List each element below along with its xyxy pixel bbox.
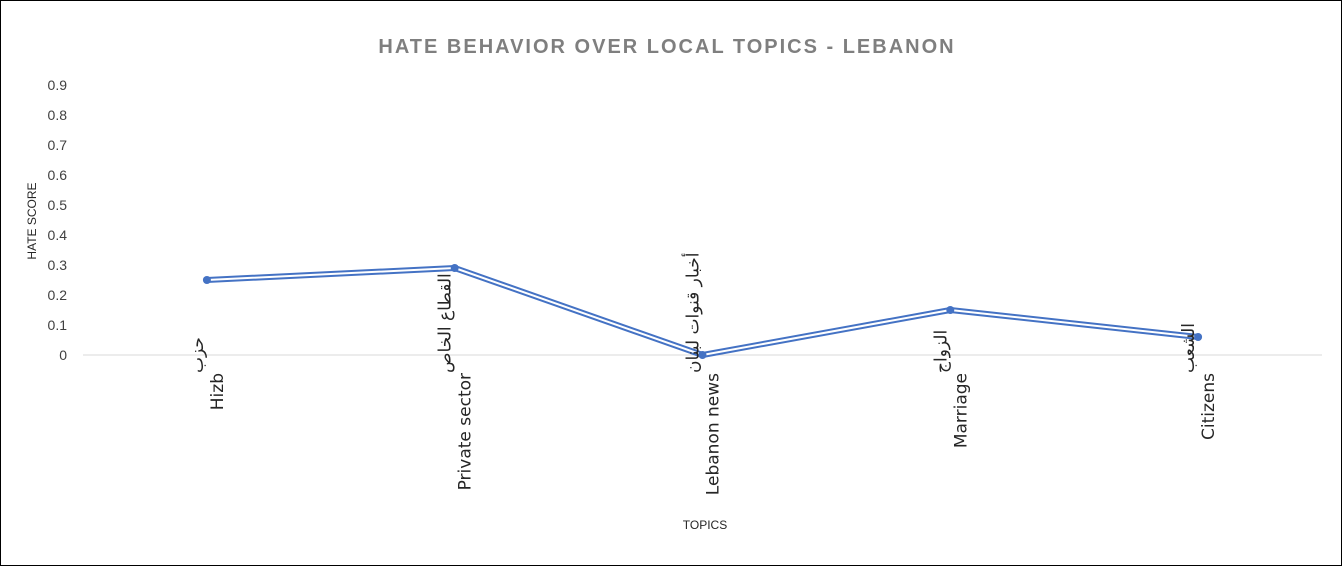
y-tick-label: 0.6 (48, 167, 68, 183)
category-label-arabic: القطاع الخاص (436, 273, 456, 373)
x-axis-title: TOPICS (683, 518, 727, 532)
category-label-english: Citizens (1199, 373, 1219, 440)
y-tick-label: 0 (59, 347, 67, 363)
category-label-arabic: الزواج (931, 330, 951, 373)
chart-title: HATE BEHAVIOR OVER LOCAL TOPICS - LEBANO… (378, 36, 955, 58)
category-label-arabic: حزب (188, 337, 208, 373)
y-tick-label: 0.9 (48, 77, 68, 93)
category-label-arabic: أخبار قنوات لبنان (682, 253, 704, 373)
category-label-english: Hizb (208, 373, 228, 410)
data-point (1194, 333, 1203, 341)
y-axis-ticks: 0 0.1 0.2 0.3 0.4 0.5 0.6 0.7 0.8 0.9 (48, 77, 68, 363)
category-label-english: Marriage (951, 373, 971, 448)
series-group (202, 264, 1203, 359)
y-tick-label: 0.4 (48, 227, 68, 243)
y-tick-label: 0.7 (48, 137, 68, 153)
data-point (450, 264, 459, 272)
y-tick-label: 0.5 (48, 197, 68, 213)
data-point (946, 306, 955, 314)
data-point (202, 276, 211, 284)
y-tick-label: 0.3 (48, 257, 68, 273)
data-point (698, 351, 707, 359)
y-axis-title: HATE SCORE (25, 182, 39, 259)
y-tick-label: 0.1 (48, 317, 68, 333)
y-tick-label: 0.8 (48, 107, 68, 123)
category-label-english: Lebanon news (704, 373, 724, 495)
y-tick-label: 0.2 (48, 287, 68, 303)
category-label-arabic: الشعب (1179, 323, 1199, 373)
category-label-english: Private sector (456, 373, 476, 490)
